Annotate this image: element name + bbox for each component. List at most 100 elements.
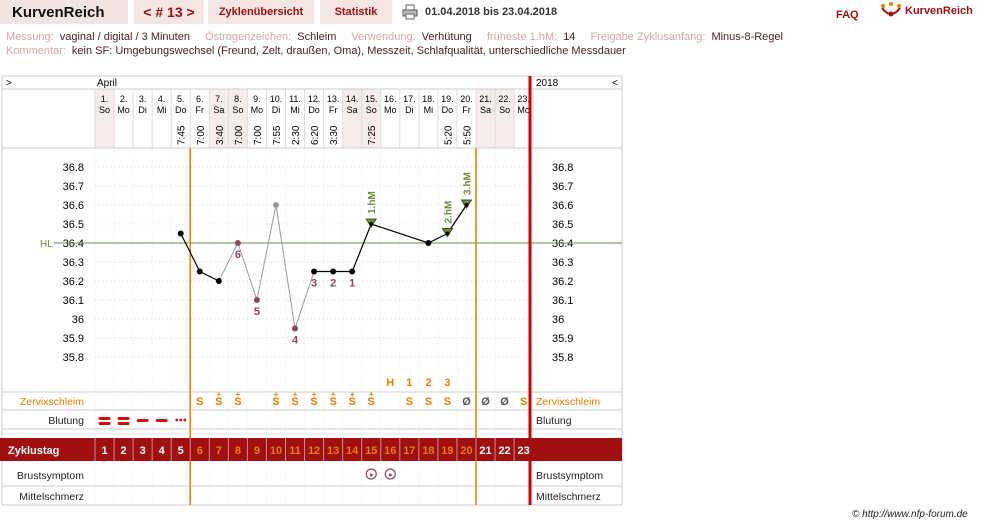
temperature-point[interactable]	[369, 222, 374, 226]
cycle-day-band	[0, 438, 622, 461]
temperature-point[interactable]	[292, 325, 299, 332]
logo[interactable]: KurvenReich	[880, 2, 980, 22]
cervix-symbol: S	[520, 396, 527, 408]
hm-label: 1.hM	[367, 191, 378, 214]
weekday: So	[232, 105, 243, 115]
cycle-day-number: 15	[365, 445, 377, 457]
temp-tick-left: 36	[72, 314, 84, 326]
cycle-day-number: 14	[346, 445, 359, 457]
tab-statistics[interactable]: Statistik	[320, 0, 392, 24]
printer-icon[interactable]	[402, 4, 418, 20]
row-label-cervix-right: Zervixschleim	[536, 396, 600, 408]
cervix-symbol: S	[291, 396, 298, 408]
temperature-point[interactable]	[234, 240, 241, 246]
cervix-symbol: S	[444, 396, 451, 408]
cycle-day-number: 20	[460, 445, 472, 457]
cycle-day-number: 8	[235, 445, 241, 457]
cervix-plus: +	[274, 390, 279, 399]
cervix-plus: +	[369, 390, 374, 399]
weekday: Di	[138, 105, 147, 115]
day-number: 12.	[308, 94, 321, 104]
bleeding-medium	[136, 419, 149, 422]
weekday: Do	[442, 105, 454, 115]
chart-frame	[1, 75, 623, 506]
bleeding-heavy	[98, 417, 111, 420]
weekday: Do	[308, 105, 320, 115]
day-number: 6.	[196, 94, 204, 104]
day-number: 9.	[253, 94, 261, 104]
cervix-plus: +	[312, 390, 317, 399]
temperature-point[interactable]	[196, 268, 203, 275]
temperature-point[interactable]	[330, 268, 337, 275]
day-number: 19.	[441, 94, 454, 104]
hm-label: 2.hM	[443, 201, 454, 224]
measure-time: 7:55	[272, 125, 283, 145]
count-label: 4	[292, 335, 299, 347]
cycle-day-number: 9	[254, 445, 260, 457]
temperature-point[interactable]	[272, 202, 279, 208]
cycle-day-number: 4	[159, 445, 166, 457]
cervix-symbol: Ø	[462, 396, 471, 408]
measure-time: 6:20	[310, 125, 321, 145]
temp-tick-left: 36.3	[63, 257, 84, 269]
temperature-point[interactable]	[464, 203, 469, 207]
crown-icon	[881, 2, 901, 17]
weekday: Mo	[517, 105, 530, 115]
measure-time: 7:45	[177, 125, 188, 145]
cycle-day-number: 16	[384, 445, 396, 457]
cycle-chart: > April 2018 <1.So2.Mo3.Di4.Mi5.Do7:456.Fr7…	[0, 75, 623, 506]
cervix-symbol: S	[310, 396, 317, 408]
temperature-point[interactable]	[253, 297, 260, 303]
row-label-breast: Brustsymptom	[17, 470, 84, 482]
row-label-breast-right: Brustsymptom	[536, 470, 603, 482]
row-label-bleeding-right: Blutung	[536, 415, 572, 427]
temperature-point[interactable]	[177, 230, 184, 237]
day-number: 7.	[215, 94, 223, 104]
temperature-point[interactable]	[215, 278, 222, 284]
weekday: Mi	[424, 105, 434, 115]
temperature-point[interactable]	[425, 240, 432, 246]
temperature-point[interactable]	[349, 268, 356, 275]
day-number: 1.	[101, 94, 109, 104]
weekend-shade	[342, 89, 362, 148]
bleeding-heavy	[117, 417, 130, 420]
temperature-point[interactable]	[311, 268, 318, 275]
tab-cycle-overview[interactable]: Zyklenübersicht	[208, 0, 314, 24]
row-label-cervix: Zervixschleim	[20, 396, 84, 408]
day-number: 17.	[403, 94, 416, 104]
weekend-shade	[495, 89, 515, 148]
temperature-point[interactable]	[445, 231, 450, 236]
temp-tick-right: 36.4	[552, 238, 573, 250]
measure-time: 7:00	[234, 125, 245, 145]
row-label-midpain: Mittelschmerz	[19, 491, 84, 503]
breast-symptom-icon	[384, 468, 396, 480]
temp-tick-right: 36.1	[552, 295, 573, 307]
temp-tick-left: 36.1	[63, 295, 84, 307]
temp-tick-left: 36.2	[63, 276, 84, 288]
date-range: 01.04.2018 bis 23.04.2018	[425, 6, 558, 18]
cycle-day-label: Zyklustag	[8, 445, 59, 457]
row-label-midpain-right: Mittelschmerz	[536, 491, 601, 503]
comment-value: kein SF: Umgebungswechsel (Freund, Zelt,…	[71, 45, 626, 57]
info-label: Östrogenzeichen:	[205, 31, 292, 43]
measure-time: 5:50	[462, 125, 473, 145]
brand-title[interactable]: KurvenReich	[0, 0, 128, 24]
weekend-shade	[209, 89, 229, 148]
measurement-info: Messung: vaginal / digital / 3 Minuten Ös…	[6, 31, 795, 43]
cervix-symbol: S	[196, 396, 203, 408]
faq-link[interactable]: FAQ	[836, 9, 859, 21]
weekday: Fr	[462, 105, 471, 115]
info-label: Freigabe Zyklusanfang:	[590, 31, 706, 43]
cervix-symbol: S	[368, 396, 375, 408]
cycle-navigator[interactable]: < # 13 >	[134, 0, 204, 24]
weekday: Mo	[117, 105, 130, 115]
info-value: Schleim	[297, 31, 337, 43]
top-bar: KurvenReich < # 13 > Zyklenübersicht Sta…	[0, 0, 981, 26]
info-value: Minus-8-Regel	[711, 31, 783, 43]
hm-label: 3.hM	[462, 172, 473, 195]
bleeding-spotting	[179, 418, 183, 422]
cycle-day-number: 19	[441, 445, 453, 457]
temp-tick-right: 35.9	[552, 333, 573, 345]
cycle-day-number: 1	[101, 445, 107, 457]
measure-time: 7:00	[253, 125, 264, 145]
